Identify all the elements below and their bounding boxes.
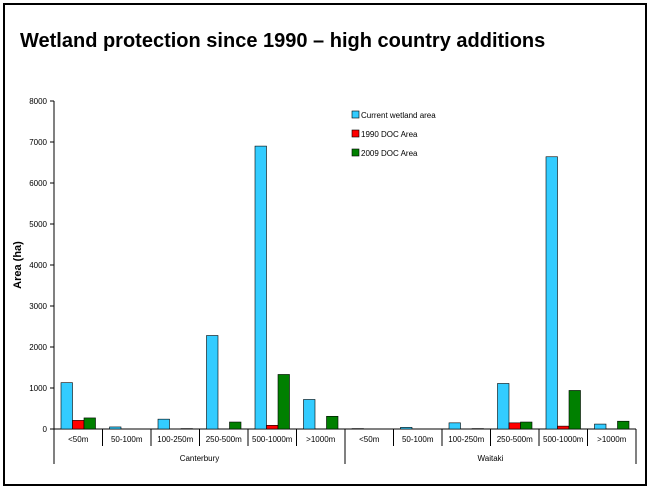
x-tick-label: 500-1000m bbox=[543, 435, 584, 444]
bar bbox=[157, 418, 170, 430]
y-tick-label: 3000 bbox=[29, 302, 47, 311]
y-tick-label: 4000 bbox=[29, 261, 47, 270]
bar bbox=[568, 390, 581, 430]
bar bbox=[60, 382, 73, 430]
x-group-label: Canterbury bbox=[180, 454, 220, 463]
bar bbox=[617, 420, 630, 430]
x-tick-label: 50-100m bbox=[111, 435, 143, 444]
x-tick-label: >1000m bbox=[597, 435, 626, 444]
legend-label: 1990 DOC Area bbox=[361, 130, 418, 139]
bar bbox=[520, 421, 533, 430]
legend-swatch bbox=[351, 110, 360, 119]
x-tick-label: 50-100m bbox=[402, 435, 434, 444]
x-tick-label: 100-250m bbox=[448, 435, 484, 444]
bar bbox=[266, 425, 279, 430]
chart-title: Wetland protection since 1990 – high cou… bbox=[20, 30, 546, 52]
x-tick-label: 100-250m bbox=[157, 435, 193, 444]
legend-swatch bbox=[351, 129, 360, 138]
bar bbox=[594, 423, 607, 430]
bar bbox=[326, 415, 339, 430]
x-tick-label: >1000m bbox=[306, 435, 335, 444]
bar bbox=[508, 422, 521, 430]
x-tick-label: 500-1000m bbox=[252, 435, 293, 444]
y-tick-label: 7000 bbox=[29, 138, 47, 147]
y-axis-title: Area (ha) bbox=[12, 241, 24, 289]
bar bbox=[545, 156, 558, 430]
bar bbox=[277, 374, 290, 430]
x-tick-label: <50m bbox=[359, 435, 380, 444]
legend-swatch bbox=[351, 148, 360, 157]
bar bbox=[229, 421, 242, 430]
bar bbox=[109, 426, 122, 430]
bar bbox=[497, 383, 510, 430]
bar bbox=[303, 399, 316, 430]
bar bbox=[557, 425, 570, 430]
bar bbox=[400, 427, 413, 430]
x-tick-label: 250-500m bbox=[497, 435, 533, 444]
bar bbox=[83, 417, 96, 430]
y-tick-label: 6000 bbox=[29, 179, 47, 188]
bar bbox=[206, 335, 219, 430]
y-tick-label: 2000 bbox=[29, 343, 47, 352]
bar bbox=[254, 145, 267, 430]
x-group-label: Waitaki bbox=[478, 454, 504, 463]
x-tick-label: 250-500m bbox=[206, 435, 242, 444]
slide-frame bbox=[3, 3, 647, 486]
bar bbox=[72, 420, 85, 430]
y-tick-label: 1000 bbox=[29, 384, 47, 393]
y-tick-label: 0 bbox=[43, 425, 48, 434]
legend-label: 2009 DOC Area bbox=[361, 149, 418, 158]
legend-label: Current wetland area bbox=[361, 111, 436, 120]
y-tick-label: 8000 bbox=[29, 97, 47, 106]
bar bbox=[448, 422, 461, 430]
x-tick-label: <50m bbox=[68, 435, 89, 444]
y-tick-label: 5000 bbox=[29, 220, 47, 229]
